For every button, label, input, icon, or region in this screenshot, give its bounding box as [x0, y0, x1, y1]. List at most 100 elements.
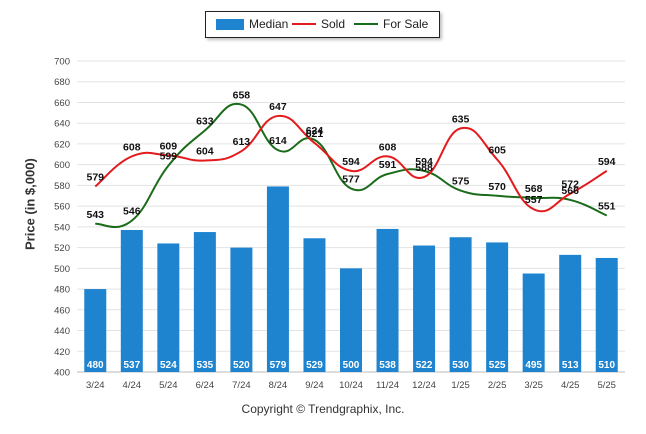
data-label-median: 524 [160, 360, 177, 371]
bar [193, 232, 216, 372]
data-label-sold: 647 [269, 101, 287, 113]
y-tick-label: 420 [54, 347, 70, 358]
y-tick-label: 400 [54, 368, 70, 379]
legend-item-median[interactable]: Median [216, 17, 288, 31]
legend-item-sold[interactable]: Sold [292, 17, 345, 31]
x-tick-label: 3/25 [524, 380, 543, 391]
data-label-sold: 609 [160, 140, 178, 152]
legend-swatch-sold [292, 23, 316, 25]
data-label-sold: 613 [233, 136, 251, 148]
legend-swatch-for-sale [354, 23, 378, 25]
x-tick-label: 2/25 [488, 380, 507, 391]
x-tick-label: 5/25 [597, 380, 616, 391]
bar [595, 257, 618, 372]
data-label-sold: 588 [415, 162, 433, 174]
y-tick-label: 520 [54, 243, 70, 254]
bar [84, 289, 107, 372]
bar [486, 242, 509, 372]
x-tick-label: 11/24 [376, 380, 399, 391]
data-label-for-sale: 568 [525, 183, 543, 195]
bar [559, 254, 582, 372]
data-label-for-sale: 658 [233, 90, 251, 102]
data-label-sold: 608 [379, 141, 397, 153]
y-tick-label: 660 [54, 98, 70, 109]
bar [157, 243, 180, 372]
data-label-median: 525 [489, 360, 506, 371]
bar [266, 186, 289, 372]
bar [413, 245, 436, 372]
x-tick-label: 8/24 [269, 380, 288, 391]
data-label-sold: 605 [488, 144, 506, 156]
data-label-for-sale: 599 [160, 151, 178, 163]
data-label-for-sale: 594 [415, 156, 433, 168]
bar [230, 247, 253, 372]
y-tick-label: 600 [54, 160, 70, 171]
data-label-for-sale: 575 [452, 176, 470, 188]
data-label-for-sale: 633 [196, 115, 214, 127]
y-tick-label: 480 [54, 285, 70, 296]
data-label-median: 480 [87, 360, 104, 371]
data-label-sold: 621 [306, 128, 324, 140]
legend-swatch-median [216, 18, 244, 30]
data-label-for-sale: 546 [123, 206, 141, 218]
legend-label-for-sale: For Sale [383, 17, 429, 31]
x-tick-label: 4/24 [123, 380, 142, 391]
copyright-footer: Copyright © Trendgraphix, Inc. [241, 402, 405, 416]
x-tick-label: 4/25 [561, 380, 580, 391]
x-tick-label: 12/24 [412, 380, 436, 391]
legend-item-for-sale[interactable]: For Sale [354, 17, 428, 31]
x-tick-label: 5/24 [159, 380, 178, 391]
data-label-sold: 579 [87, 171, 105, 183]
data-label-sold: 608 [123, 141, 141, 153]
series-line-sold [94, 114, 608, 213]
data-label-median: 579 [270, 360, 287, 371]
data-label-median: 537 [123, 360, 140, 371]
data-label-for-sale: 614 [269, 135, 287, 147]
y-tick-label: 560 [54, 202, 70, 213]
bar [522, 273, 545, 372]
data-label-sold: 594 [342, 156, 360, 168]
data-label-for-sale: 543 [87, 209, 105, 221]
y-tick-label: 540 [54, 222, 70, 233]
y-tick-label: 640 [54, 119, 70, 130]
x-tick-label: 1/25 [451, 380, 470, 391]
data-label-sold: 557 [525, 194, 543, 206]
x-tick-label: 9/24 [305, 380, 324, 391]
data-label-median: 520 [233, 360, 250, 371]
y-tick-label: 580 [54, 181, 70, 192]
data-label-median: 535 [197, 360, 214, 371]
bar [449, 237, 472, 372]
legend: Median Sold For Sale [205, 11, 440, 38]
data-label-median: 529 [306, 360, 323, 371]
data-label-median: 500 [343, 360, 360, 371]
data-label-sold: 594 [598, 156, 616, 168]
y-tick-label: 460 [54, 305, 70, 316]
y-tick-label: 500 [54, 264, 70, 275]
data-label-sold: 604 [196, 146, 214, 158]
data-label-for-sale: 551 [598, 200, 616, 212]
data-label-for-sale: 624 [306, 125, 324, 137]
x-tick-label: 10/24 [339, 380, 363, 391]
data-label-sold: 635 [452, 113, 470, 125]
x-tick-label: 7/24 [232, 380, 251, 391]
data-label-sold: 572 [561, 179, 579, 191]
bar [120, 229, 143, 372]
data-label-for-sale: 566 [561, 185, 579, 197]
y-tick-label: 440 [54, 326, 70, 337]
data-label-median: 513 [562, 360, 579, 371]
legend-label-sold: Sold [321, 17, 346, 31]
y-axis-label: Price (in $,000) [22, 158, 38, 250]
y-tick-label: 680 [54, 77, 70, 88]
bar [376, 228, 399, 372]
legend-label-median: Median [249, 17, 289, 31]
bar [303, 238, 326, 372]
data-label-median: 510 [598, 360, 615, 371]
y-tick-label: 700 [54, 57, 70, 68]
x-tick-label: 3/24 [86, 380, 105, 391]
data-label-median: 495 [525, 360, 542, 371]
data-label-median: 530 [452, 360, 469, 371]
data-label-median: 522 [416, 360, 433, 371]
data-label-for-sale: 570 [488, 181, 506, 193]
data-label-median: 538 [379, 360, 396, 371]
